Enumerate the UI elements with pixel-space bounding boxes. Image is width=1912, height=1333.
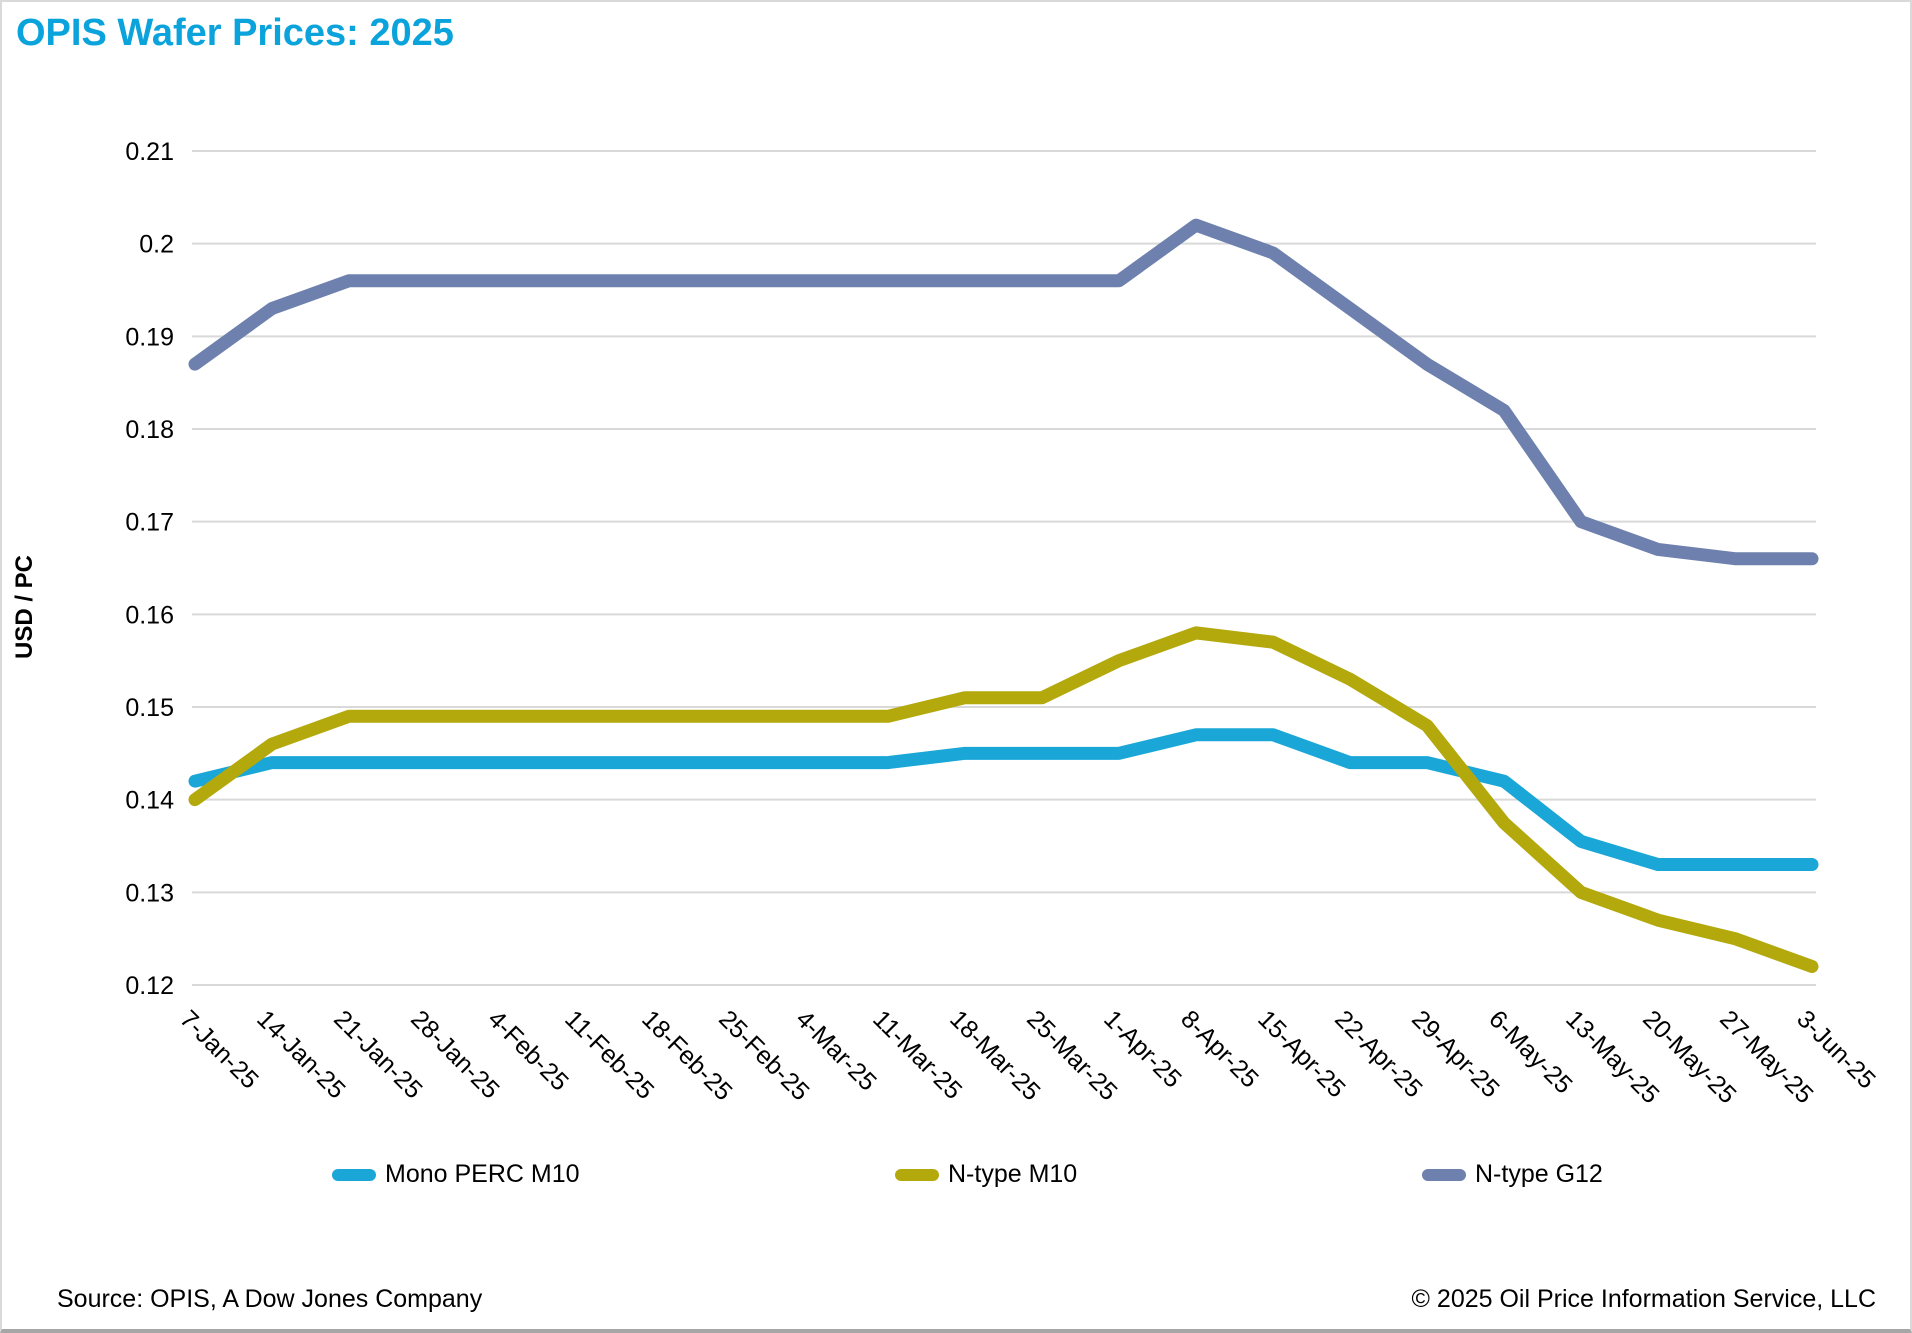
y-tick-label: 0.13 (125, 879, 174, 907)
chart-title: OPIS Wafer Prices: 2025 (16, 12, 454, 54)
y-tick-label: 0.21 (125, 138, 174, 166)
legend-label-mono-perc-m10: Mono PERC M10 (385, 1160, 580, 1188)
legend-item-n-type-m10: N-type M10 (895, 1160, 1077, 1189)
source-note: Source: OPIS, A Dow Jones Company (57, 1285, 483, 1313)
y-tick-label: 0.17 (125, 509, 174, 537)
y-tick-label: 0.16 (125, 601, 174, 629)
y-tick-label: 0.14 (125, 787, 174, 815)
y-tick-label: 0.12 (125, 972, 174, 1000)
legend-marker-n-type-m10 (895, 1168, 939, 1181)
y-axis-title: USD / PC (11, 555, 38, 659)
x-tick-label: 7-Jan-25 (174, 1005, 264, 1095)
series-line-mono-perc-m10 (188, 728, 1819, 872)
series-line-n-type-m10 (188, 626, 1819, 973)
legend-item-mono-perc-m10: Mono PERC M10 (332, 1160, 580, 1189)
y-tick-label: 0.2 (139, 231, 174, 259)
legend-label-n-type-g12: N-type G12 (1475, 1160, 1603, 1188)
legend-label-n-type-m10: N-type M10 (948, 1160, 1078, 1188)
x-tick-label: 8-Apr-25 (1175, 1005, 1264, 1094)
legend-marker-n-type-g12 (1422, 1168, 1466, 1181)
copyright-note: © 2025 Oil Price Information Service, LL… (1411, 1285, 1876, 1313)
y-tick-label: 0.19 (125, 323, 174, 351)
legend-item-n-type-g12: N-type G12 (1422, 1160, 1603, 1189)
y-tick-label: 0.15 (125, 694, 174, 722)
series-line-n-type-g12 (188, 218, 1819, 566)
y-tick-label: 0.18 (125, 416, 174, 444)
legend-marker-mono-perc-m10 (332, 1168, 376, 1181)
